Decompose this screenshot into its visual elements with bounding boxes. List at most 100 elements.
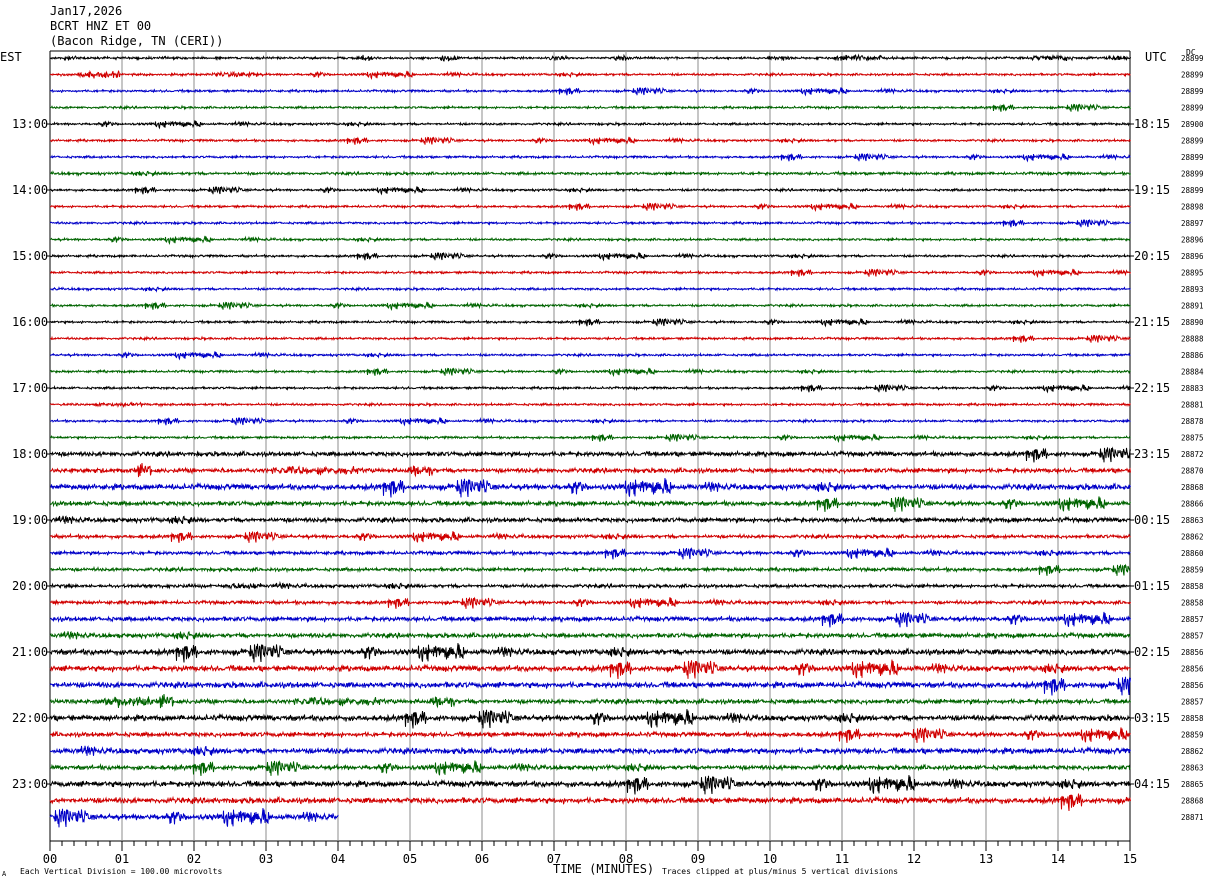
right-hour-label: 23:15	[1134, 447, 1170, 461]
seismic-trace-44	[49, 775, 1131, 795]
left-hour-label: 17:00	[12, 381, 48, 395]
dc-offset-label: 28865	[1181, 780, 1204, 789]
right-hour-label: 22:15	[1134, 381, 1170, 395]
dc-offset-label: 28863	[1181, 764, 1204, 773]
dc-offset-label: 28899	[1181, 54, 1204, 63]
dc-offset-label: 28859	[1181, 566, 1204, 575]
x-tick-label: 15	[1123, 852, 1137, 866]
dc-offset-label: 28900	[1181, 120, 1204, 129]
x-tick-label: 01	[115, 852, 129, 866]
dc-offset-label: 28893	[1181, 285, 1204, 294]
dc-offset-label: 28899	[1181, 87, 1204, 96]
right-hour-label: 04:15	[1134, 777, 1170, 791]
dc-offset-label: 28896	[1181, 252, 1204, 261]
clip-note: Traces clipped at plus/minus 5 vertical …	[662, 867, 899, 876]
dc-offset-label: 28899	[1181, 153, 1204, 162]
seismic-trace-14	[49, 285, 1131, 293]
left-hour-label: 20:00	[12, 579, 48, 593]
x-tick-label: 07	[547, 852, 561, 866]
dc-offset-label: 28862	[1181, 747, 1204, 756]
right-hour-label: 01:15	[1134, 579, 1170, 593]
left-hour-label: 15:00	[12, 249, 48, 263]
seismic-trace-23	[49, 433, 1131, 443]
dc-offset-label: 28856	[1181, 665, 1204, 674]
dc-offset-label: 28881	[1181, 401, 1204, 410]
dc-offset-label: 28872	[1181, 450, 1204, 459]
seismic-trace-22	[49, 416, 1131, 427]
dc-offset-label: 28868	[1181, 797, 1204, 806]
dc-offset-label: 28860	[1181, 549, 1204, 558]
dc-offset-label: 28863	[1181, 516, 1204, 525]
dc-offset-label: 28896	[1181, 236, 1204, 245]
seismic-trace-39	[49, 693, 1131, 709]
utc-label: UTC	[1145, 50, 1167, 64]
dc-offset-label: 28858	[1181, 582, 1204, 591]
seismic-trace-8	[49, 185, 1131, 196]
dc-offset-label: 28871	[1181, 813, 1204, 822]
seismic-trace-35	[49, 630, 1131, 641]
dc-offset-label: 28857	[1181, 615, 1204, 624]
right-hour-label: 19:15	[1134, 183, 1170, 197]
est-label: EST	[0, 50, 22, 64]
dc-offset-label: 28897	[1181, 219, 1204, 228]
dc-offset-label: 28883	[1181, 384, 1204, 393]
seismic-trace-27	[49, 495, 1131, 512]
seismic-trace-2	[49, 86, 1131, 97]
dc-offset-label: 28870	[1181, 467, 1204, 476]
scale-note: Each Vertical Division = 100.00 microvol…	[20, 867, 223, 876]
x-tick-label: 08	[619, 852, 633, 866]
scale-mark: A	[2, 870, 7, 878]
left-hour-label: 14:00	[12, 183, 48, 197]
seismic-trace-36	[49, 643, 1131, 663]
x-tick-label: 09	[691, 852, 705, 866]
right-hour-label: 21:15	[1134, 315, 1170, 329]
left-hour-label: 23:00	[12, 777, 48, 791]
left-hour-label: 19:00	[12, 513, 48, 527]
right-hour-label: 02:15	[1134, 645, 1170, 659]
header-date: Jan17,2026	[50, 4, 123, 18]
seismic-trace-12	[49, 251, 1131, 262]
seismic-trace-1	[49, 69, 1131, 80]
dc-offset-label: 28899	[1181, 137, 1204, 146]
dc-offset-label: 28899	[1181, 104, 1204, 113]
dc-offset-label: 28886	[1181, 351, 1204, 360]
dc-offset-label: 28858	[1181, 599, 1204, 608]
dc-offset-label: 28862	[1181, 533, 1204, 542]
left-hour-label: 16:00	[12, 315, 48, 329]
dc-offset-label: 28859	[1181, 731, 1204, 740]
dc-offset-label: 28858	[1181, 714, 1204, 723]
dc-offset-label: 28856	[1181, 681, 1204, 690]
dc-label: DC	[1186, 48, 1196, 57]
seismic-trace-6	[49, 152, 1131, 163]
dc-offset-label: 28856	[1181, 648, 1204, 657]
seismic-trace-13	[49, 268, 1131, 278]
dc-offset-label: 28899	[1181, 186, 1204, 195]
dc-offset-label: 28868	[1181, 483, 1204, 492]
x-tick-label: 03	[259, 852, 273, 866]
seismic-trace-26	[49, 478, 1131, 498]
dc-offset-label: 28878	[1181, 417, 1204, 426]
dc-offset-label: 28899	[1181, 170, 1204, 179]
right-hour-label: 20:15	[1134, 249, 1170, 263]
seismic-trace-40	[49, 709, 1131, 729]
dc-offset-label: 28875	[1181, 434, 1204, 443]
seismic-trace-20	[49, 383, 1131, 394]
x-tick-label: 12	[907, 852, 921, 866]
dc-offset-label: 28890	[1181, 318, 1204, 327]
seismic-trace-38	[49, 676, 1131, 696]
x-tick-label: 11	[835, 852, 849, 866]
left-hour-label: 18:00	[12, 447, 48, 461]
seismic-trace-45	[49, 793, 1131, 812]
right-hour-label: 18:15	[1134, 117, 1170, 131]
dc-offset-label: 28888	[1181, 335, 1204, 344]
seismic-trace-18	[49, 351, 1131, 361]
dc-offset-label: 28857	[1181, 698, 1204, 707]
x-tick-label: 14	[1051, 852, 1065, 866]
left-hour-label: 13:00	[12, 117, 48, 131]
dc-offset-label: 28884	[1181, 368, 1204, 377]
seismic-trace-31	[49, 563, 1131, 576]
left-hour-label: 22:00	[12, 711, 48, 725]
dc-offset-label: 28899	[1181, 71, 1204, 80]
dc-offset-label: 28866	[1181, 500, 1204, 509]
